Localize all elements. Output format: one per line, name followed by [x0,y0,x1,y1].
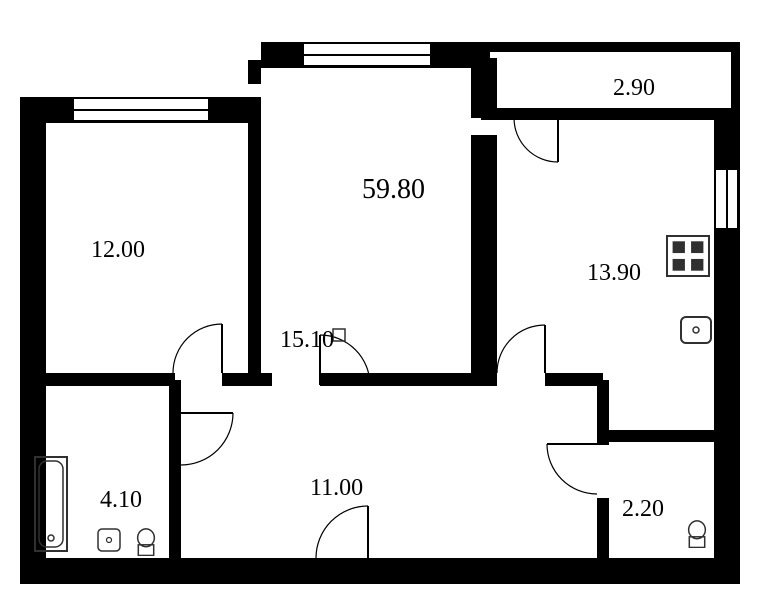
wall-balcony-left [481,48,490,112]
window-win-center-room [302,42,432,67]
toilet-icon [135,528,157,556]
label-wc: 2.20 [622,496,664,523]
wall-stub-1 [248,60,261,82]
wall-balcony-right [731,48,740,112]
label-room-center: 15.10 [280,327,334,354]
window-win-left-room [72,97,210,122]
opening-dash-balc-r [608,112,704,118]
label-balcony: 2.90 [613,75,655,102]
stove-icon [666,235,710,277]
opening-dash-left-top [50,100,70,106]
opening-dash-rwin-up [718,132,724,164]
window-win-right-wall [714,168,739,230]
label-room-left: 12.00 [91,237,145,264]
opening-dash-left-top2 [212,100,232,106]
wall-wall-wc-div2 [597,498,609,558]
label-hallway: 11.00 [310,475,363,502]
opening-dash-ctr-top2 [436,45,460,51]
bathtub-icon [34,456,68,552]
label-bathroom: 4.10 [100,487,142,514]
opening-dash-ctr-top [275,45,299,51]
wall-right-wall-top [714,110,740,130]
wall-outer-top-right [481,42,740,52]
wc-toilet-icon [686,520,708,548]
wall-wall-center-v [471,135,497,380]
kitchen-sink-icon [680,316,712,344]
floorplan-canvas: 59.80 12.00 15.10 13.90 2.90 11.00 4.10 … [0,0,759,600]
bathroom-sink-icon [97,528,121,552]
vent-icon [332,328,346,342]
label-total-area: 59.80 [362,174,425,206]
label-room-right: 13.90 [587,260,641,287]
